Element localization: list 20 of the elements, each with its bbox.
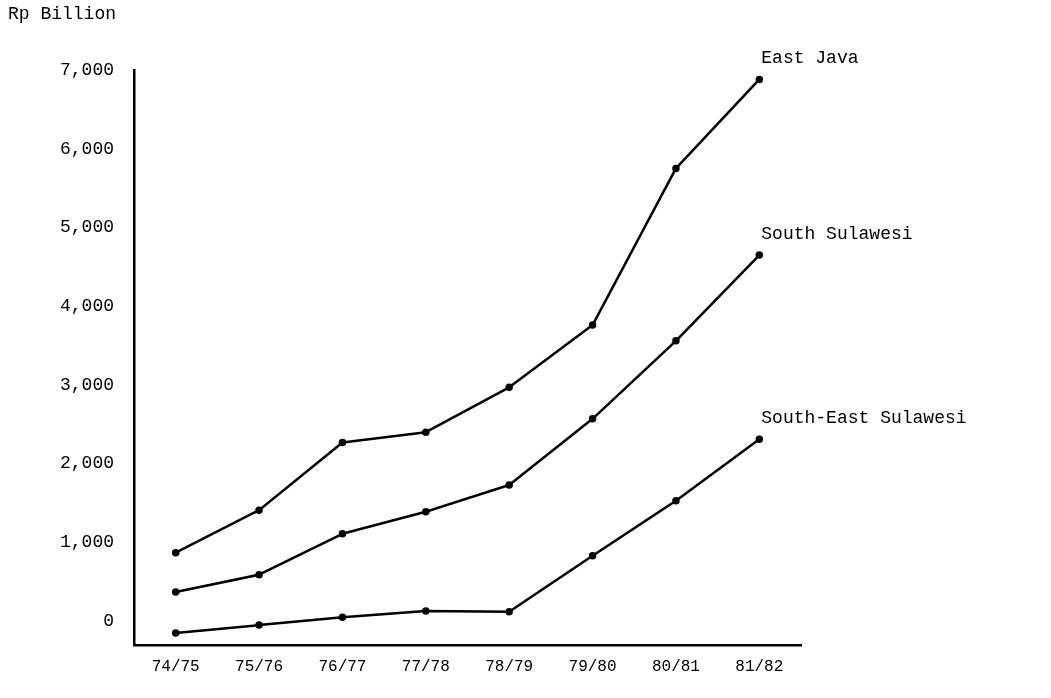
x-tick-label: 79/80 [568, 657, 617, 676]
y-tick-label: 6,000 [59, 138, 115, 159]
y-tick-label: 1,000 [59, 532, 115, 553]
x-tick-label: 77/78 [401, 657, 450, 676]
x-tick-label: 74/75 [151, 657, 200, 676]
x-tick-label: 76/77 [318, 657, 367, 676]
y-axis-title: Rp Billion [8, 4, 117, 24]
y-tick-label: 0 [103, 610, 115, 631]
y-tick-label: 2,000 [59, 453, 115, 474]
y-tick-label: 4,000 [59, 295, 115, 316]
x-tick-label: 78/79 [485, 657, 534, 676]
series-label: East Java [761, 48, 859, 69]
y-tick-label: 3,000 [59, 374, 115, 395]
y-tick-label: 5,000 [59, 217, 115, 238]
series-label: South-East Sulawesi [761, 408, 967, 429]
y-tick-label: 7,000 [59, 59, 115, 80]
x-tick-label: 80/81 [651, 657, 700, 676]
x-tick-label: 81/82 [735, 657, 784, 676]
series-label: South Sulawesi [761, 223, 913, 244]
x-tick-label: 75/76 [235, 657, 284, 676]
